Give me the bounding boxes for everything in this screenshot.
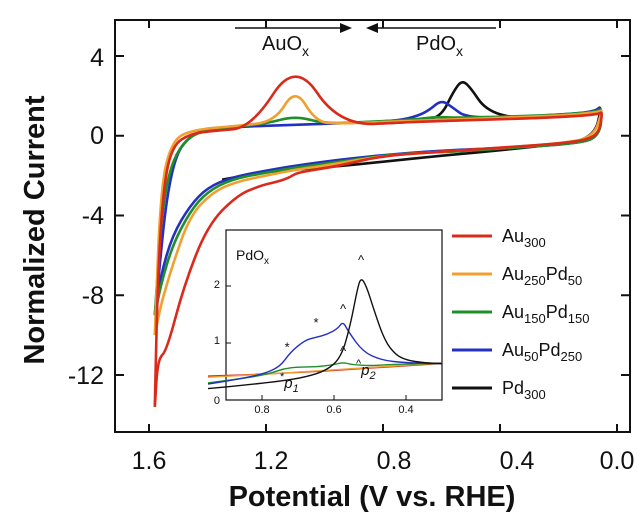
- y-tick-label: -4: [82, 202, 104, 230]
- x-tick-label: 0.4: [500, 447, 535, 475]
- inset-y-tick-label: 0: [214, 395, 220, 407]
- legend-label: Au50Pd250: [502, 340, 582, 364]
- pdox-annotation: PdOx: [366, 23, 496, 59]
- y-tick-label: 0: [90, 122, 104, 150]
- x-tick-label: 0.8: [377, 447, 412, 475]
- pdox-sub: x: [456, 43, 463, 59]
- legend-label: Au150Pd150: [502, 302, 589, 326]
- y-tick-label: -12: [68, 362, 104, 390]
- inset-peak-marker: ^: [340, 344, 347, 359]
- y-tick-label: -8: [82, 282, 104, 310]
- legend-label: Au250Pd50: [502, 264, 582, 288]
- inset-y-tick-label: 2: [214, 279, 220, 291]
- inset-peak-marker: *: [285, 340, 290, 355]
- auox-sub: x: [302, 43, 309, 59]
- series-line-pd300: [222, 82, 600, 179]
- auox-annotation: AuOx: [235, 23, 352, 59]
- inset-peak-marker: ^: [358, 252, 365, 267]
- y-axis-title: Normalized Current: [19, 95, 51, 364]
- y-tick-label: 4: [90, 44, 104, 72]
- pdox-label: PdO: [416, 33, 456, 55]
- auox-label: AuO: [262, 33, 302, 55]
- svg-text:PdOx: PdOx: [416, 33, 463, 59]
- x-axis-title: Potential (V vs. RHE): [229, 481, 516, 512]
- legend: Au300 Au250Pd50 Au150Pd150 Au50Pd250 Pd300: [452, 226, 589, 402]
- inset-peak-marker: *: [313, 315, 318, 330]
- x-tick-label: 1.6: [132, 447, 167, 475]
- inset-x-tick-label: 0.4: [398, 404, 413, 416]
- inset-y-tick-label: 1: [214, 335, 220, 347]
- inset-x-tick-label: 0.6: [326, 404, 341, 416]
- x-tick-label: 1.2: [254, 447, 289, 475]
- legend-label: Au300: [502, 226, 546, 250]
- x-tick-label: 0.0: [600, 447, 635, 475]
- inset-x-tick-label: 0.8: [254, 404, 269, 416]
- svg-text:AuOx: AuOx: [262, 33, 309, 59]
- arrow-left-icon: [366, 23, 378, 33]
- legend-label: Pd300: [502, 378, 546, 402]
- arrow-right-icon: [340, 23, 352, 33]
- inset-peak-marker: ^: [340, 301, 347, 316]
